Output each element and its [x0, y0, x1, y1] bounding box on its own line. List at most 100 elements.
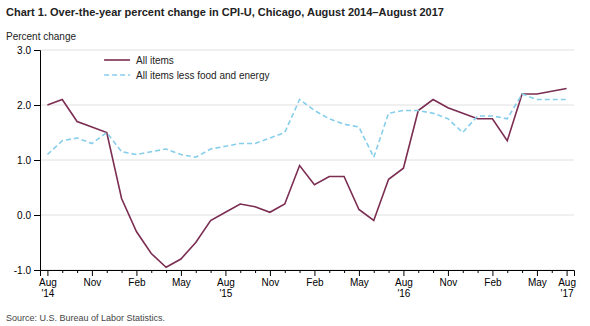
x-tick-mark — [403, 270, 404, 276]
y-axis: -1.0 0.0 1.0 2.0 3.0 — [14, 45, 41, 276]
x-minor-tick-mark — [418, 270, 419, 273]
source: Source: U.S. Bureau of Labor Statistics. — [6, 313, 165, 323]
x-minor-tick-mark — [62, 270, 63, 273]
x-tick-mark — [181, 270, 182, 276]
x-minor-tick-mark — [374, 270, 375, 273]
legend: All items All items less food and energy — [104, 55, 269, 81]
x-tick-mark — [567, 270, 568, 276]
y-tick-label: -1.0 — [14, 265, 32, 276]
x-tick — [344, 270, 345, 273]
y-tick-label: 1.0 — [17, 155, 31, 166]
x-minor-tick-mark — [389, 270, 390, 273]
x-tick-label: Nov — [84, 277, 102, 288]
x-tick — [463, 270, 464, 273]
x-tick: Feb — [128, 270, 146, 288]
x-minor-tick-mark — [107, 270, 108, 273]
x-tick: Nov — [262, 270, 280, 288]
x-tick — [552, 270, 553, 273]
x-tick: Feb — [306, 270, 324, 288]
x-tick — [329, 270, 330, 273]
legend-swatch — [104, 59, 130, 61]
y-tick-label: 0.0 — [17, 210, 31, 221]
y-tick-mark — [34, 105, 40, 106]
x-tick: Nov — [84, 270, 102, 288]
x-minor-tick-mark — [151, 270, 152, 273]
x-minor-tick-mark — [240, 270, 241, 273]
y-tick-label: 2.0 — [17, 100, 31, 111]
x-tick-label-line: May — [172, 277, 191, 288]
x-minor-tick-mark — [211, 270, 212, 273]
x-tick: Feb — [484, 270, 502, 288]
x-tick — [107, 270, 108, 273]
x-minor-tick-mark — [285, 270, 286, 273]
grid — [40, 50, 574, 270]
x-tick-mark — [492, 270, 493, 276]
x-tick-label-line: Feb — [306, 277, 324, 288]
x-tick — [433, 270, 434, 273]
x-tick-label: Nov — [440, 277, 458, 288]
y-tick: -1.0 — [14, 265, 40, 276]
x-minor-tick-mark — [552, 270, 553, 273]
x-minor-tick-mark — [300, 270, 301, 273]
legend-item: All items — [104, 55, 174, 66]
x-tick-label: Aug'15 — [217, 277, 235, 299]
x-tick — [507, 270, 508, 273]
legend-item: All items less food and energy — [104, 70, 269, 81]
x-tick-label-line: '16 — [397, 288, 410, 299]
x-tick-label-line: Nov — [84, 277, 102, 288]
y-axis-line — [34, 51, 41, 271]
x-tick: Aug'17 — [558, 270, 576, 299]
x-tick — [255, 270, 256, 273]
y-tick-mark — [34, 270, 40, 271]
x-tick: Aug'14 — [39, 270, 57, 299]
x-tick-label-line: Aug — [395, 277, 413, 288]
x-tick-mark — [537, 270, 538, 276]
x-tick-label-line: May — [528, 277, 547, 288]
x-tick-label-line: Aug — [217, 277, 235, 288]
x-tick-label-line: Aug — [558, 277, 576, 288]
x-tick — [122, 270, 123, 273]
x-tick-label: Aug'17 — [558, 277, 576, 299]
x-tick-mark — [270, 270, 271, 276]
x-tick — [418, 270, 419, 273]
x-tick-mark — [136, 270, 137, 276]
x-tick-label: May — [528, 277, 547, 288]
x-tick-label-line: '14 — [41, 288, 54, 299]
x-tick-label: Aug'14 — [39, 277, 57, 299]
x-tick: Aug'16 — [395, 270, 413, 299]
x-tick — [285, 270, 286, 273]
x-tick-mark — [225, 270, 226, 276]
x-tick: Aug'15 — [217, 270, 235, 299]
x-tick — [151, 270, 152, 273]
y-tick-label: 3.0 — [17, 45, 31, 56]
x-minor-tick-mark — [522, 270, 523, 273]
x-tick-label-line: Nov — [262, 277, 280, 288]
y-tick-mark — [34, 160, 40, 161]
x-minor-tick-mark — [463, 270, 464, 273]
x-tick: May — [350, 270, 369, 288]
x-tick-label-line: Feb — [128, 277, 146, 288]
x-tick-label: May — [172, 277, 191, 288]
x-tick-label-line: '15 — [219, 288, 232, 299]
x-tick — [166, 270, 167, 273]
chart: Chart 1. Over-the-year percent change in… — [0, 0, 590, 326]
line — [47, 89, 566, 268]
x-minor-tick-mark — [77, 270, 78, 273]
x-tick — [196, 270, 197, 273]
x-tick — [389, 270, 390, 273]
x-minor-tick-mark — [344, 270, 345, 273]
line — [47, 94, 566, 157]
x-minor-tick-mark — [196, 270, 197, 273]
y-axis-title: Percent change — [6, 31, 76, 42]
x-tick — [62, 270, 63, 273]
x-tick-label-line: '17 — [561, 288, 574, 299]
y-tick: 1.0 — [17, 155, 40, 166]
x-tick-label-line: Nov — [440, 277, 458, 288]
x-tick-label: Nov — [262, 277, 280, 288]
legend-label: All items — [136, 55, 174, 66]
x-tick — [374, 270, 375, 273]
x-tick — [77, 270, 78, 273]
x-tick — [478, 270, 479, 273]
y-tick-mark — [34, 215, 40, 216]
y-tick: 2.0 — [17, 100, 40, 111]
